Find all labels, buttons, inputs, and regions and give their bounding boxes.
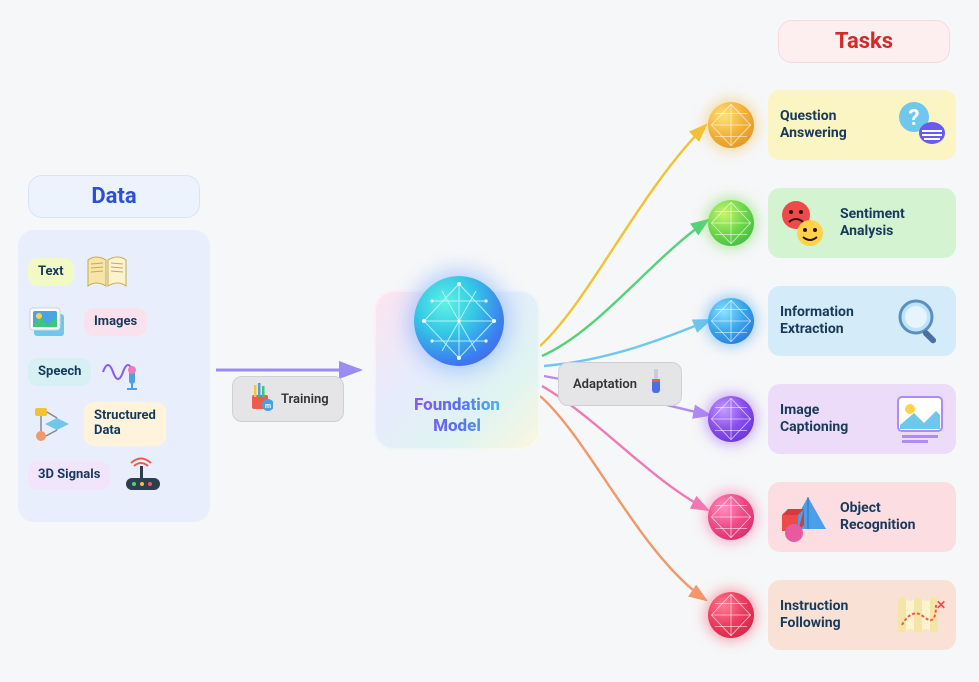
task-sphere <box>708 592 754 638</box>
foundation-sphere <box>414 276 504 366</box>
task-label: InstructionFollowing <box>780 598 848 632</box>
task-label: QuestionAnswering <box>780 108 847 142</box>
screwdriver-icon <box>645 369 667 399</box>
tool-cup-icon: m <box>247 383 273 415</box>
task-row-object-recognition: ObjectRecognition <box>708 482 956 552</box>
data-item-text: Text <box>28 252 200 292</box>
task-sphere <box>708 494 754 540</box>
task-label: ImageCaptioning <box>780 402 848 436</box>
task-card: SentimentAnalysis <box>768 188 956 258</box>
data-item-label: Speech <box>28 358 91 387</box>
router-3d-icon <box>120 456 166 496</box>
task-label: ObjectRecognition <box>840 500 915 534</box>
svg-text:?: ? <box>909 106 920 131</box>
picture-caption-icon <box>892 391 948 447</box>
data-column: Text Images Speech StructuredData 3D Signals <box>18 230 210 522</box>
tasks-header: Tasks <box>778 20 950 63</box>
task-row-sentiment-analysis: SentimentAnalysis <box>708 188 956 258</box>
adaptation-label: Adaptation <box>573 377 637 392</box>
data-header: Data <box>28 175 200 218</box>
data-item-label: 3D Signals <box>28 461 110 490</box>
data-item-structured: StructuredData <box>28 402 200 446</box>
svg-text:m: m <box>265 402 271 410</box>
task-sphere <box>708 298 754 344</box>
data-item-speech: Speech <box>28 352 200 392</box>
task-arrow-0 <box>540 125 706 346</box>
qa-bubbles-icon: ? <box>892 97 948 153</box>
treasure-map-icon: ✕ <box>892 587 948 643</box>
photo-stack-icon <box>28 302 74 342</box>
task-row-instruction-following: InstructionFollowing ✕ <box>708 580 956 650</box>
svg-text:✕: ✕ <box>936 598 946 612</box>
data-item-label: Text <box>28 258 74 287</box>
flowchart-icon <box>28 404 74 444</box>
task-arrow-2 <box>544 320 710 366</box>
open-book-icon <box>84 252 130 292</box>
task-arrow-1 <box>542 220 708 356</box>
task-card: ImageCaptioning <box>768 384 956 454</box>
task-sphere <box>708 102 754 148</box>
adaptation-pill: Adaptation <box>558 362 682 406</box>
data-item-label: StructuredData <box>84 402 166 446</box>
shapes-3d-icon <box>774 489 830 545</box>
task-row-information-extraction: InformationExtraction <box>708 286 956 356</box>
task-label: SentimentAnalysis <box>840 206 905 240</box>
magnifier-icon <box>892 293 948 349</box>
data-item-images: Images <box>28 302 200 342</box>
task-sphere <box>708 396 754 442</box>
task-label: InformationExtraction <box>780 304 854 338</box>
training-pill: m Training <box>232 376 344 422</box>
task-row-image-captioning: ImageCaptioning <box>708 384 956 454</box>
task-card: InstructionFollowing ✕ <box>768 580 956 650</box>
data-item-3d signals: 3D Signals <box>28 456 200 496</box>
foundation-label: Foundation Model <box>414 395 500 436</box>
waveform-mic-icon <box>101 352 147 392</box>
training-label: Training <box>281 392 329 407</box>
task-card: InformationExtraction <box>768 286 956 356</box>
task-row-question-answering: QuestionAnswering? <box>708 90 956 160</box>
task-arrow-5 <box>540 396 706 600</box>
task-sphere <box>708 200 754 246</box>
geodesic-lines-icon <box>414 276 504 366</box>
task-card: QuestionAnswering? <box>768 90 956 160</box>
task-card: ObjectRecognition <box>768 482 956 552</box>
sentiment-faces-icon <box>774 195 830 251</box>
data-item-label: Images <box>84 308 147 337</box>
